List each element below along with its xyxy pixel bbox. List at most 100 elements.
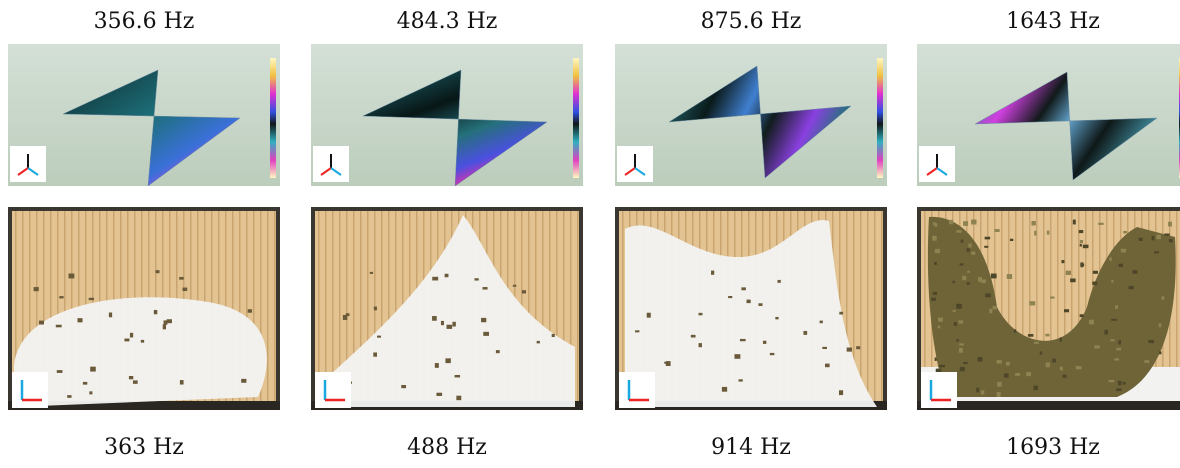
particle (522, 290, 526, 293)
particle (825, 364, 830, 368)
particle (959, 343, 964, 345)
particle (1152, 236, 1155, 240)
experiment-frequency-label: 1693 Hz (1006, 435, 1100, 460)
particle (179, 277, 183, 280)
experiment-image (615, 207, 887, 410)
particle (1093, 271, 1098, 274)
particle (1164, 234, 1169, 236)
particle (130, 333, 133, 338)
particle (775, 317, 778, 319)
particle (1169, 239, 1173, 242)
particle (435, 363, 439, 368)
particle (377, 336, 381, 338)
particle (124, 339, 129, 342)
particle (1123, 382, 1126, 385)
particle (1070, 279, 1075, 283)
particle (691, 335, 696, 338)
particle (1121, 249, 1126, 253)
particle (976, 388, 979, 393)
experiment-image (311, 207, 583, 410)
color-bar (270, 58, 276, 178)
particle (1110, 339, 1114, 341)
particle (1159, 351, 1161, 354)
particle (1123, 231, 1127, 233)
particle (1115, 305, 1118, 309)
particle (1060, 367, 1063, 371)
particle (763, 341, 766, 344)
particle (1119, 264, 1123, 267)
particle (436, 393, 442, 396)
particle (666, 361, 671, 366)
particle (1144, 360, 1149, 363)
particle (647, 313, 651, 318)
particle (1156, 235, 1161, 239)
particle (635, 330, 639, 332)
figure: 356.6 Hz363 Hz484.3 Hz488 Hz875.6 Hz914 … (0, 0, 1180, 464)
particle (156, 270, 160, 273)
particle (935, 358, 937, 361)
particle (758, 303, 762, 306)
particle (1004, 374, 1009, 378)
particle (1026, 372, 1031, 376)
particle (441, 321, 444, 325)
particle (740, 339, 746, 341)
particle (931, 298, 936, 301)
particle (89, 391, 92, 394)
particle (129, 376, 133, 379)
particle (57, 370, 63, 373)
particle (1094, 345, 1100, 348)
particle (978, 277, 982, 282)
particle (343, 315, 347, 320)
particle (1083, 245, 1089, 249)
particle (711, 271, 714, 275)
particle (1073, 220, 1076, 225)
particle (1052, 359, 1056, 363)
simulation-image (311, 44, 583, 186)
particle (960, 263, 964, 265)
particle (1015, 373, 1020, 376)
particle (981, 390, 984, 394)
axis-icon-box (315, 372, 351, 408)
particle (1066, 271, 1071, 275)
particle (954, 322, 957, 326)
particle (1159, 323, 1162, 327)
particle (856, 346, 860, 349)
particle (728, 296, 732, 298)
particle (445, 358, 450, 363)
particle (1029, 301, 1035, 305)
particle (432, 277, 438, 281)
particle (1034, 231, 1036, 236)
particle (968, 244, 971, 248)
particle (959, 320, 964, 323)
particle (971, 252, 975, 255)
particle (989, 309, 992, 314)
particle (822, 347, 827, 349)
particle (971, 220, 976, 225)
axis-icon-box (12, 372, 48, 408)
experiment-frequency-label: 914 Hz (711, 435, 791, 460)
particle (248, 309, 252, 312)
particle (69, 274, 75, 279)
particle (952, 281, 954, 283)
particle (1006, 362, 1010, 366)
particle (483, 332, 489, 336)
particle (109, 313, 112, 318)
particle (183, 288, 188, 291)
particle (141, 340, 144, 343)
simulation-image (917, 44, 1180, 186)
particle (39, 321, 44, 325)
particle (1133, 270, 1138, 274)
particle (995, 229, 1000, 232)
particle (722, 387, 727, 392)
simulation-image (8, 44, 280, 186)
particle (56, 325, 62, 328)
particle (475, 278, 479, 280)
panel: 875.6 Hz914 Hz (615, 9, 887, 460)
particle (483, 287, 488, 290)
particle (963, 362, 968, 364)
particle (481, 318, 486, 322)
particle (1111, 319, 1117, 321)
particle (1080, 264, 1084, 267)
particle (83, 382, 87, 385)
particle (939, 365, 945, 368)
